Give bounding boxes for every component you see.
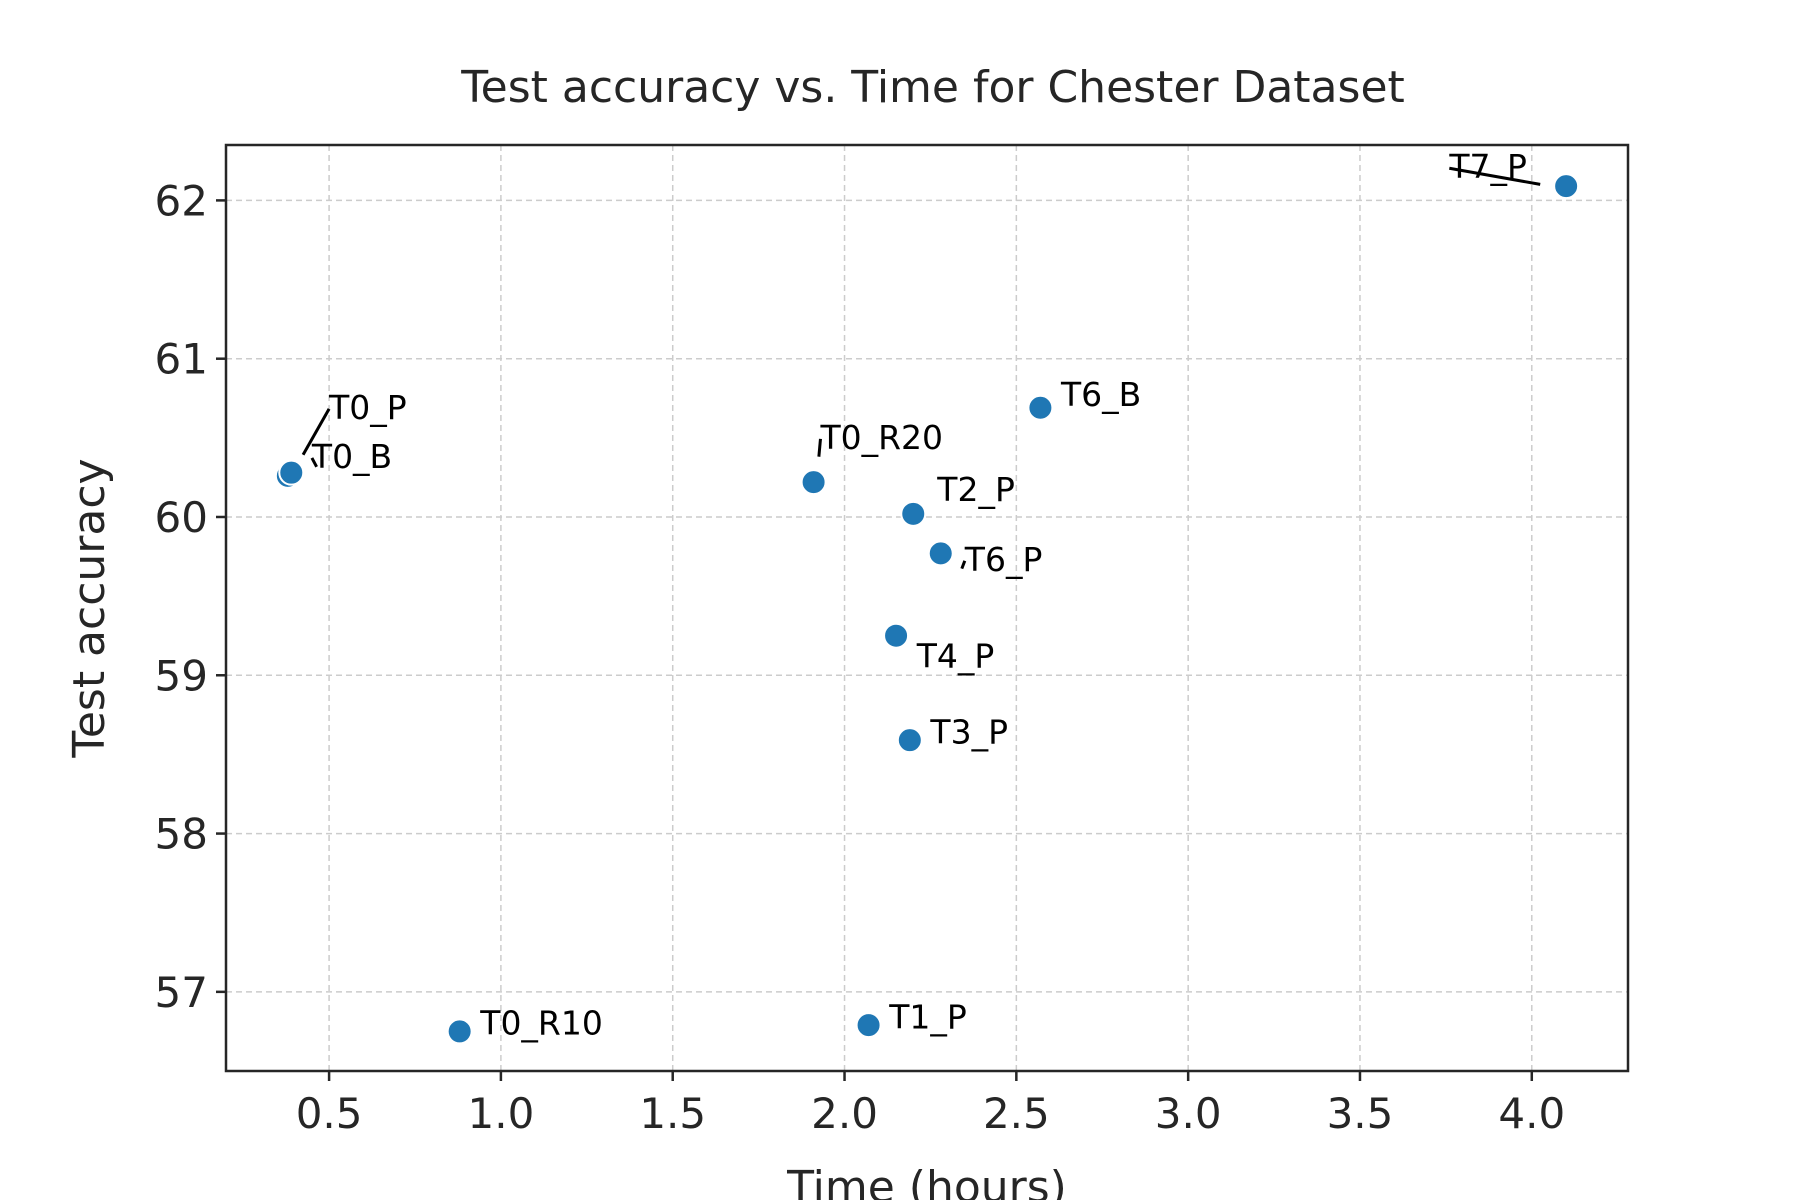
point-label-t7-p: T7_P <box>1448 147 1527 186</box>
point-label-t6-b: T6_B <box>1060 375 1141 414</box>
data-point-t6-p <box>927 540 954 567</box>
data-point-t6-b <box>1027 394 1054 421</box>
x-tick-label: 1.5 <box>639 1089 706 1138</box>
point-label-t2-p: T2_P <box>936 470 1015 509</box>
point-label-t6-p: T6_P <box>964 540 1043 579</box>
data-point-t2-p <box>900 500 927 527</box>
annotation-leaders <box>301 166 1541 570</box>
leader-line <box>817 438 822 457</box>
x-tick-label: 3.0 <box>1155 1089 1222 1138</box>
leader-line <box>960 560 967 570</box>
x-tick-label: 0.5 <box>296 1089 363 1138</box>
point-label-t4-p: T4_P <box>916 636 995 675</box>
x-axis-label: Time (hours) <box>786 1162 1067 1200</box>
y-tick-label: 57 <box>155 968 208 1017</box>
x-tick-label: 2.5 <box>983 1089 1050 1138</box>
y-axis-ticks: 57 58 59 60 61 62 <box>155 176 226 1017</box>
y-tick-label: 61 <box>155 335 208 384</box>
data-point-t0-r10 <box>446 1018 473 1045</box>
x-tick-label: 1.0 <box>468 1089 535 1138</box>
data-point-t3-p <box>896 727 923 754</box>
y-tick-label: 59 <box>155 651 208 700</box>
data-point-t7-p <box>1553 173 1580 200</box>
x-tick-label: 2.0 <box>811 1089 878 1138</box>
point-label-t0-r20: T0_R20 <box>819 418 943 457</box>
point-label-t3-p: T3_P <box>929 712 1008 751</box>
y-tick-label: 60 <box>155 493 208 542</box>
y-tick-label: 58 <box>155 810 208 859</box>
point-label-t1-p: T1_P <box>888 997 967 1036</box>
x-tick-label: 4.0 <box>1498 1089 1565 1138</box>
data-points <box>274 173 1580 1045</box>
x-axis-ticks: 0.5 1.0 1.5 2.0 2.5 3.0 3.5 4.0 <box>296 1071 1565 1138</box>
data-point-t0-b <box>278 459 305 486</box>
point-label-t0-p: T0_P <box>328 388 407 427</box>
data-point-t1-p <box>855 1012 882 1039</box>
data-point-t0-r20 <box>800 469 827 496</box>
data-point-t4-p <box>883 622 910 649</box>
leader-line <box>1449 166 1541 186</box>
grid <box>226 145 1628 1071</box>
x-tick-label: 3.5 <box>1327 1089 1394 1138</box>
plot-frame <box>224 143 1630 1073</box>
point-label-t0-r10: T0_R10 <box>479 1004 603 1043</box>
leader-line <box>310 457 318 468</box>
y-axis-label: Test accuracy <box>64 458 115 758</box>
chart-title: Test accuracy vs. Time for Chester Datas… <box>460 62 1405 113</box>
point-labels: T0_P T0_B T0_R10 T0_R20 T1_P T2_P T3_P T4_P T6_P… <box>311 147 1527 1042</box>
point-label-t0-b: T0_B <box>311 437 392 476</box>
y-tick-label: 62 <box>155 176 208 225</box>
leader-line <box>301 408 331 456</box>
